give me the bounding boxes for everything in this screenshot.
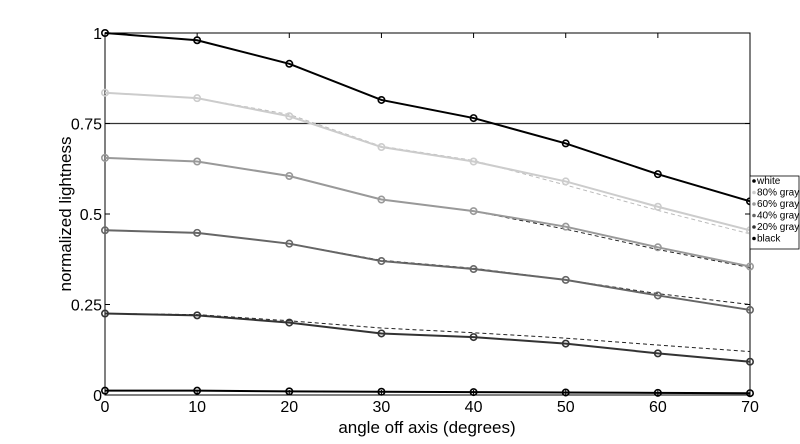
data-point (377, 329, 386, 338)
series-layer (101, 28, 754, 398)
data-point (285, 59, 294, 68)
data-point (377, 143, 386, 152)
x-tick-label: 50 (557, 399, 575, 416)
x-tick-label: 40 (465, 399, 483, 416)
legend-label: 40% gray (757, 211, 799, 222)
legend-marker (752, 236, 756, 241)
legend-label: 20% gray (757, 222, 799, 233)
data-point (469, 265, 478, 274)
legend-marker (752, 225, 756, 229)
data-point (377, 95, 386, 104)
data-point (745, 357, 754, 366)
series-line (104, 32, 751, 203)
series-20-gray (101, 309, 754, 366)
data-point (561, 339, 570, 348)
x-tick-label: 30 (373, 399, 391, 416)
x-tick-label: 60 (649, 399, 667, 416)
x-tick-label: 10 (188, 399, 206, 416)
data-point (377, 387, 386, 396)
x-tick-label: 70 (741, 399, 759, 416)
data-point (469, 157, 478, 166)
data-point (653, 243, 662, 252)
series-line (104, 312, 751, 363)
y-tick-label: 0.25 (71, 298, 102, 315)
data-point (285, 112, 294, 121)
y-tick-label: 1 (93, 26, 102, 43)
data-point (285, 171, 294, 180)
axis-ticks: 0 10 20 30 40 50 60 70 0 0.25 0.5 0.75 1 (71, 26, 759, 416)
legend-marker (752, 190, 756, 195)
data-point (745, 389, 754, 398)
legend-label: 80% gray (757, 188, 799, 199)
data-point (193, 228, 202, 237)
x-tick-label: 0 (101, 399, 110, 416)
legend-marker (752, 202, 756, 206)
data-point (653, 202, 662, 211)
series-60-gray (101, 153, 754, 271)
data-point (193, 36, 202, 45)
data-point (377, 195, 386, 204)
x-axis-label: angle off axis (degrees) (338, 418, 515, 437)
y-tick-label: 0 (93, 388, 102, 405)
y-tick-label: 0.5 (80, 207, 102, 224)
data-point (193, 157, 202, 166)
data-point (101, 88, 110, 97)
data-point (285, 239, 294, 248)
data-point (561, 177, 570, 186)
series-40-gray (101, 226, 754, 314)
series-line (105, 389, 751, 395)
y-axis-label: normalized lightness (56, 137, 75, 292)
x-tick-label: 20 (280, 399, 298, 416)
data-point (745, 305, 754, 314)
data-point (561, 388, 570, 397)
legend-label: 60% gray (757, 199, 799, 210)
data-point (193, 386, 202, 395)
y-tick-label: 0.75 (71, 117, 102, 134)
data-point (561, 222, 570, 231)
data-point (653, 349, 662, 358)
data-point (745, 262, 754, 271)
data-point (561, 275, 570, 284)
plot-frame (104, 32, 751, 396)
series-black (101, 386, 754, 398)
data-point (285, 318, 294, 327)
legend-marker (752, 179, 756, 183)
data-point (101, 153, 110, 162)
data-point (653, 291, 662, 300)
data-point (101, 309, 110, 318)
data-point (653, 388, 662, 397)
data-point (377, 257, 386, 266)
data-point (101, 28, 110, 37)
data-point (469, 207, 478, 216)
data-point (653, 170, 662, 179)
data-point (561, 139, 570, 148)
data-point (101, 226, 110, 235)
series-line (104, 91, 751, 232)
legend-label: black (757, 234, 781, 245)
data-point (101, 386, 110, 395)
data-point (193, 311, 202, 320)
legend-label: white (756, 176, 781, 187)
series-line (104, 229, 751, 311)
series-line (104, 156, 751, 268)
data-point (193, 94, 202, 103)
legend-box (749, 175, 800, 250)
data-point (469, 333, 478, 342)
data-point (469, 388, 478, 397)
legend-marker (752, 213, 756, 218)
data-point (285, 387, 294, 396)
data-point (469, 114, 478, 123)
